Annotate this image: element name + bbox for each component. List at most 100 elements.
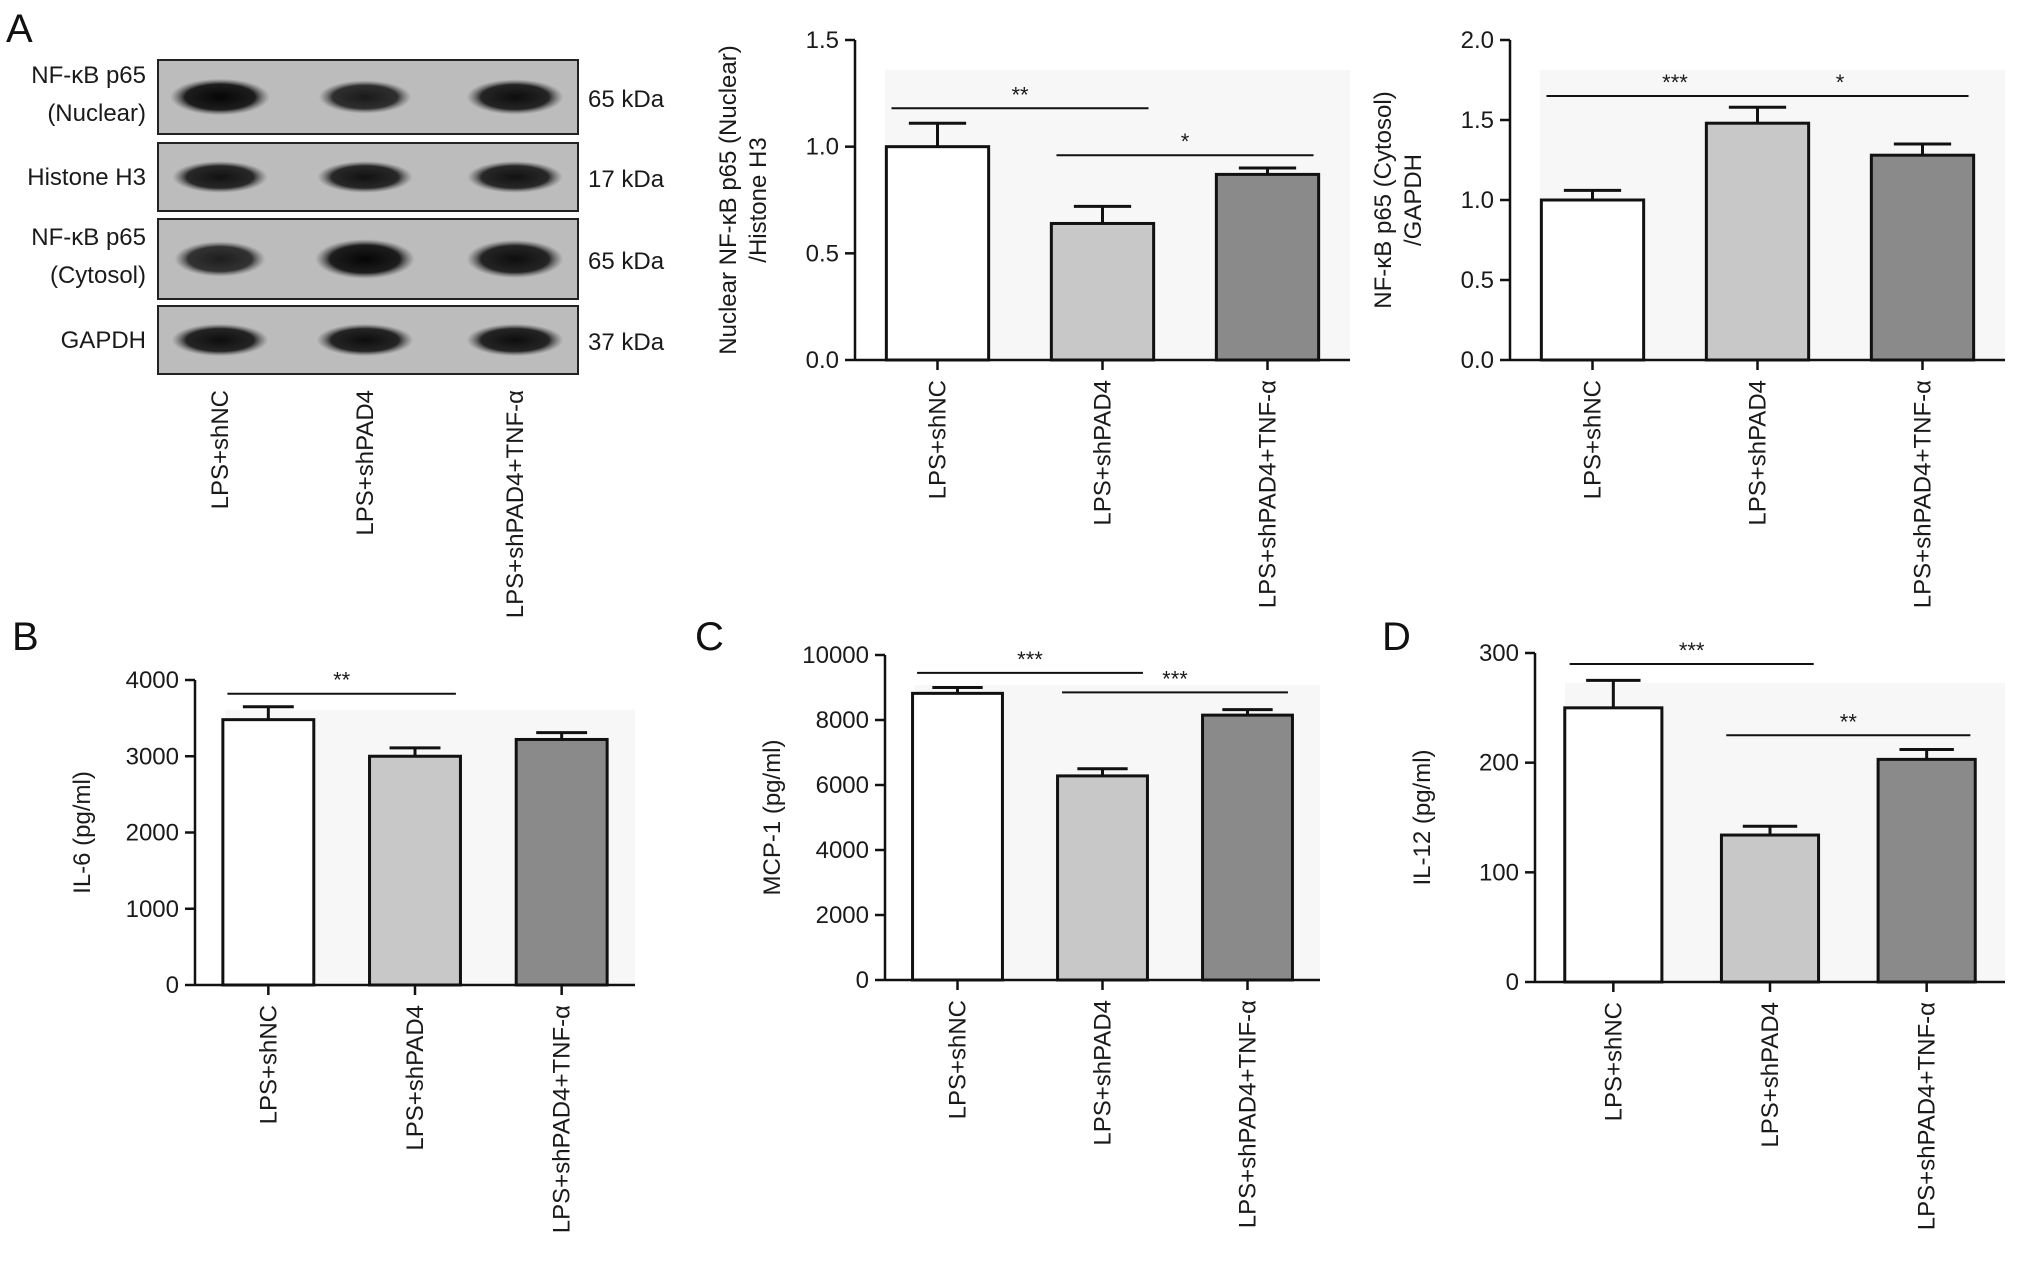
chart-1: 0.0 0.5 1.0 1.5 2.0 NF-κB p65 (Cytosol)/GAPDH… bbox=[1370, 27, 2005, 608]
blot-lane-label: LPS+shPAD4+TNF-α bbox=[502, 390, 529, 618]
bar bbox=[884, 145, 991, 362]
x-tick-label: LPS+shPAD4+TNF-α bbox=[549, 1005, 576, 1233]
panel-letter-c: C bbox=[695, 615, 724, 659]
bar bbox=[1876, 757, 1977, 984]
bar bbox=[1201, 713, 1294, 982]
significance-label: *** bbox=[1662, 70, 1688, 95]
bar bbox=[1214, 172, 1321, 362]
significance-label: ** bbox=[333, 668, 351, 693]
y-tick-label: 0.5 bbox=[806, 240, 839, 267]
y-tick-label: 200 bbox=[1479, 750, 1519, 777]
blot-row-label: (Cytosol) bbox=[50, 262, 146, 289]
y-tick-label: 1.5 bbox=[1461, 107, 1494, 134]
chart-2: 0 1000 2000 3000 4000 IL-6 (pg/ml) LPS+shNC LPS… bbox=[69, 667, 635, 1233]
bar bbox=[514, 737, 609, 987]
x-tick-label: LPS+shNC bbox=[925, 380, 952, 499]
x-tick-label: LPS+shPAD4 bbox=[1090, 1000, 1117, 1146]
bar bbox=[1563, 706, 1664, 984]
x-tick-label: LPS+shPAD4+TNF-α bbox=[1914, 1002, 1941, 1230]
blot-band-r0-l0 bbox=[170, 78, 270, 116]
y-axis-label: /GAPDH bbox=[1400, 154, 1427, 246]
y-tick-label: 6000 bbox=[816, 772, 869, 799]
y-tick-label: 300 bbox=[1479, 640, 1519, 667]
blot-band-r3-l1 bbox=[316, 323, 414, 357]
western-blot: NF-κB p65 (Nuclear) 65 kDa Histone H3 17 kDa… bbox=[27, 59, 665, 618]
blot-kda-label: 37 kDa bbox=[588, 329, 665, 356]
chart-3: 0 2000 4000 6000 8000 10000 MCP-1 (pg/ml) LPS+s… bbox=[759, 642, 1320, 1228]
blot-lane-label: LPS+shNC bbox=[207, 390, 234, 509]
panel-letter-d: D bbox=[1382, 615, 1411, 659]
y-tick-label: 0 bbox=[856, 967, 869, 994]
blot-band-r1-l0 bbox=[172, 161, 268, 193]
y-axis-label: MCP-1 (pg/ml) bbox=[759, 739, 786, 895]
bar bbox=[1719, 833, 1821, 984]
x-tick-label: LPS+shNC bbox=[1600, 1002, 1627, 1121]
bar-charts: 0.0 0.5 1.0 1.5 Nuclear NF-κB p65 (Nuclear) /… bbox=[69, 27, 2005, 1233]
y-tick-label: 0.0 bbox=[1461, 347, 1494, 374]
bar bbox=[911, 691, 1004, 982]
bar bbox=[1704, 121, 1811, 362]
bar bbox=[1049, 221, 1156, 362]
bar bbox=[1869, 153, 1976, 362]
y-tick-label: 100 bbox=[1479, 859, 1519, 886]
chart-4: 0 100 200 300 IL-12 (pg/ml) LPS+shNC LPS+shPAD… bbox=[1409, 638, 2005, 1230]
y-axis-label: IL-12 (pg/ml) bbox=[1409, 749, 1436, 885]
blot-band-r0-l1 bbox=[318, 80, 412, 114]
x-tick-label: LPS+shPAD4+TNF-α bbox=[1235, 1000, 1262, 1228]
y-tick-label: 0.0 bbox=[806, 347, 839, 374]
chart-0: 0.0 0.5 1.0 1.5 Nuclear NF-κB p65 (Nuclear) /… bbox=[715, 27, 1350, 608]
y-tick-label: 0.5 bbox=[1461, 267, 1494, 294]
y-axis-label: NF-κB p65 (Cytosol) bbox=[1370, 91, 1397, 308]
y-tick-label: 4000 bbox=[816, 837, 869, 864]
blot-band-r2-l0 bbox=[174, 241, 266, 277]
y-axis-label: IL-6 (pg/ml) bbox=[69, 771, 96, 894]
blot-row-label: (Nuclear) bbox=[47, 100, 146, 127]
bar bbox=[221, 718, 316, 987]
y-tick-label: 1.0 bbox=[806, 134, 839, 161]
significance-label: * bbox=[1836, 70, 1845, 95]
significance-label: *** bbox=[1017, 647, 1043, 672]
y-tick-label: 0 bbox=[1506, 969, 1519, 996]
y-tick-label: 1000 bbox=[126, 896, 179, 923]
x-tick-label: LPS+shNC bbox=[945, 1000, 972, 1119]
x-tick-label: LPS+shPAD4 bbox=[1090, 380, 1117, 526]
blot-band-r1-l1 bbox=[317, 161, 413, 193]
x-tick-label: LPS+shNC bbox=[1580, 380, 1607, 499]
x-tick-label: LPS+shNC bbox=[255, 1005, 282, 1124]
x-tick-label: LPS+shPAD4 bbox=[402, 1005, 429, 1151]
bar bbox=[1539, 198, 1646, 362]
blot-row-label: GAPDH bbox=[61, 327, 146, 354]
blot-kda-label: 65 kDa bbox=[588, 248, 665, 275]
blot-band-r3-l0 bbox=[171, 323, 269, 357]
blot-band-r2-l1 bbox=[315, 239, 415, 279]
significance-label: ** bbox=[1840, 709, 1858, 734]
significance-label: *** bbox=[1679, 638, 1705, 663]
panel-letter-b: B bbox=[12, 615, 39, 659]
significance-label: ** bbox=[1011, 82, 1029, 107]
bar bbox=[368, 754, 462, 987]
blot-row-label: NF-κB p65 bbox=[31, 224, 146, 251]
x-tick-label: LPS+shPAD4+TNF-α bbox=[1255, 380, 1282, 608]
y-tick-label: 2.0 bbox=[1461, 27, 1494, 54]
blot-band-r3-l2 bbox=[466, 323, 564, 357]
y-tick-label: 2000 bbox=[126, 820, 179, 847]
significance-label: *** bbox=[1162, 666, 1188, 691]
y-tick-label: 4000 bbox=[126, 667, 179, 694]
y-tick-label: 2000 bbox=[816, 902, 869, 929]
panel-letters: A B C D bbox=[6, 7, 1411, 659]
y-tick-label: 0 bbox=[166, 972, 179, 999]
blot-kda-label: 17 kDa bbox=[588, 166, 665, 193]
x-tick-label: LPS+shPAD4 bbox=[1745, 380, 1772, 526]
blot-lane-label: LPS+shPAD4 bbox=[352, 390, 379, 536]
significance-label: * bbox=[1181, 129, 1190, 154]
blot-row-label: Histone H3 bbox=[27, 164, 146, 191]
blot-row-label: NF-κB p65 bbox=[31, 62, 146, 89]
blot-band-r2-l2 bbox=[466, 239, 564, 279]
y-tick-label: 8000 bbox=[816, 707, 869, 734]
blot-band-r1-l2 bbox=[467, 161, 563, 193]
y-axis-label: Nuclear NF-κB p65 (Nuclear) bbox=[715, 45, 742, 354]
y-tick-label: 10000 bbox=[802, 642, 869, 669]
x-tick-label: LPS+shPAD4+TNF-α bbox=[1910, 380, 1937, 608]
panel-letter-a: A bbox=[6, 7, 33, 51]
blot-band-r0-l2 bbox=[466, 79, 564, 115]
